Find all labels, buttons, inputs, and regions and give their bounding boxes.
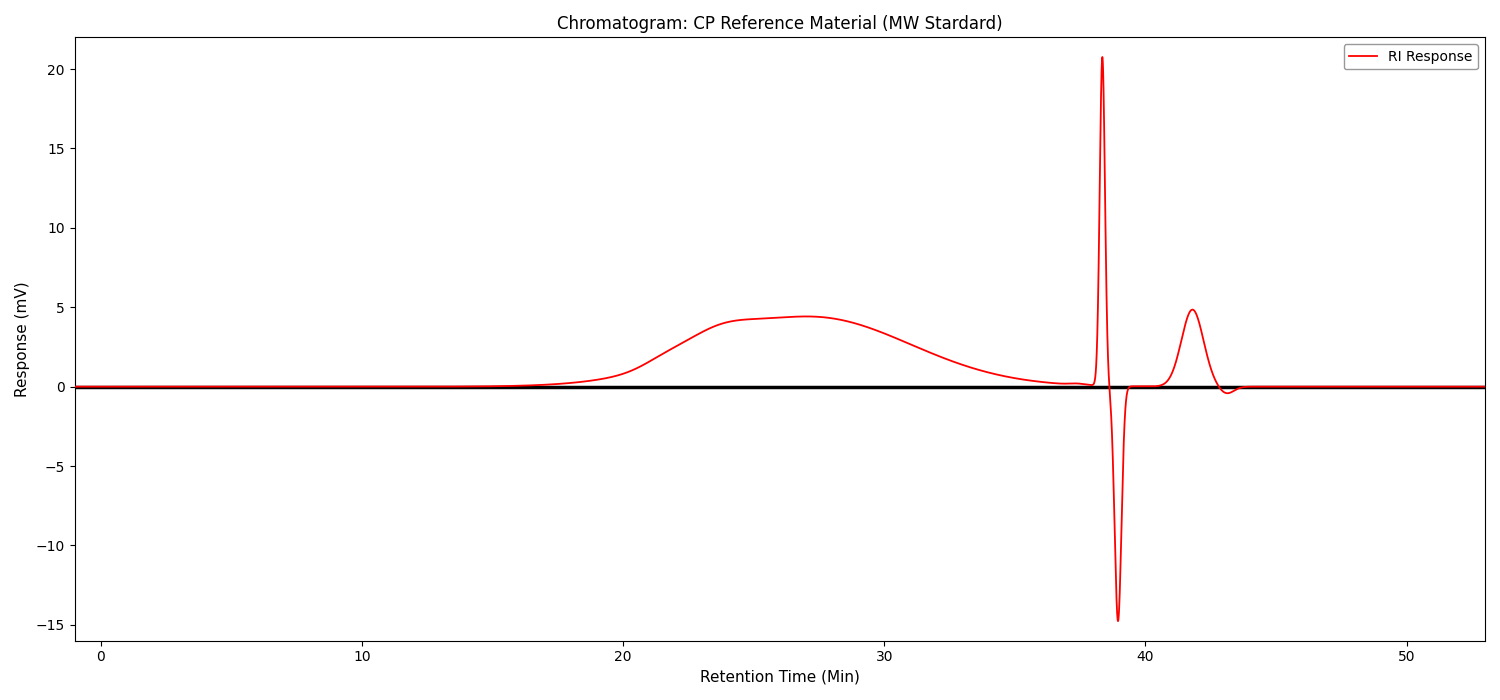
RI Response (411, 382, 429, 391)
RI Response (844, 318, 862, 327)
RI Response (66, 382, 84, 391)
RI Response (1094, 52, 1112, 61)
RI Response (164, 382, 182, 391)
RI Response (1131, 382, 1149, 391)
Y-axis label: Response (mV): Response (mV) (15, 281, 30, 397)
X-axis label: Retention Time (Min): Retention Time (Min) (700, 670, 859, 685)
RI Response (1108, 617, 1126, 625)
RI Response (615, 369, 633, 377)
Title: Chromatogram: CP Reference Material (MW Stardard): Chromatogram: CP Reference Material (MW … (556, 15, 1002, 33)
Line: RI Response: RI Response (75, 57, 1500, 621)
RI Response (930, 352, 948, 361)
Legend: RI Response: RI Response (1344, 44, 1478, 69)
